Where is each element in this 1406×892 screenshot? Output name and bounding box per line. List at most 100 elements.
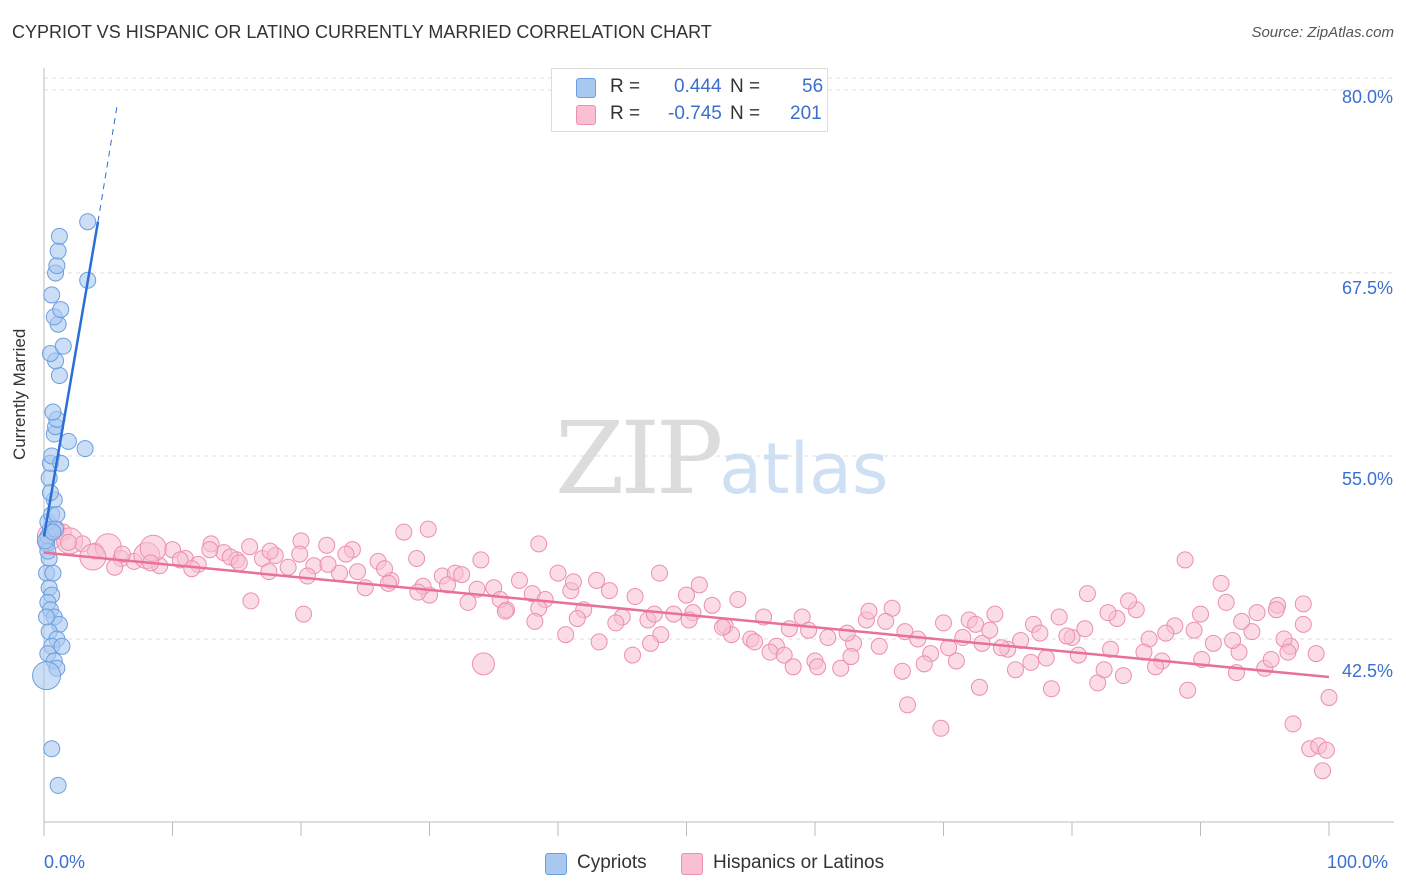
hispanic-point (241, 538, 259, 556)
stats-legend: R = 0.444 N = 56 R = -0.745 N = 201 (551, 68, 828, 132)
hispanic-point (419, 520, 437, 538)
hispanic-point (1012, 631, 1030, 649)
hispanic-point (568, 609, 586, 627)
cypriot-point (48, 506, 66, 524)
hispanic-point (510, 571, 528, 589)
hispanic-point (588, 571, 606, 589)
hispanic-point (395, 523, 413, 541)
hispanic-point (1262, 650, 1280, 668)
legend-n-label: N = (730, 103, 761, 124)
hispanic-point (800, 621, 818, 639)
cypriot-point (76, 440, 94, 458)
hispanic-point (607, 614, 625, 632)
cypriot-point (53, 637, 71, 655)
hispanic-point (842, 648, 860, 666)
chart-title: CYPRIOT VS HISPANIC OR LATINO CURRENTLY … (12, 22, 712, 42)
cypriot-point (50, 227, 68, 245)
hispanic-point (379, 574, 397, 592)
cypriot-point (52, 301, 70, 319)
hispanic-point (678, 586, 695, 604)
hispanic-point (471, 652, 495, 676)
cypriot-point (43, 740, 61, 758)
hispanic-point (713, 618, 731, 636)
hispanic-point (1058, 627, 1076, 645)
cypriot-point (38, 608, 56, 626)
hispanic-point (318, 536, 336, 554)
hispanic-point (600, 582, 618, 600)
cypriot-point (59, 432, 77, 450)
hispanic-point (59, 533, 77, 551)
hispanic-point (986, 605, 1004, 623)
bottom-legend-label-hispanics: Hispanics or Latinos (713, 852, 885, 873)
hispanic-point (935, 614, 952, 632)
hispanic-point (242, 592, 260, 610)
y-tick-label-42-5: 42.5% (1341, 661, 1393, 681)
hispanic-point (626, 588, 644, 606)
hispanic-point (1099, 604, 1117, 622)
hispanic-point (295, 605, 313, 623)
legend-n-label: N = (730, 76, 761, 97)
hispanic-point (230, 554, 248, 572)
y-tick-label-67-5: 67.5% (1341, 278, 1393, 298)
hispanic-point (1006, 661, 1024, 679)
hispanic-point (809, 658, 827, 676)
hispanic-point (893, 662, 911, 680)
hispanic-point (1179, 681, 1197, 699)
hispanic-point (1192, 605, 1209, 623)
hispanic-point (729, 590, 747, 608)
legend-swatch-cypriots (576, 78, 596, 98)
hispanic-point (337, 545, 355, 563)
hispanic-point (1204, 634, 1222, 652)
hispanic-point (408, 549, 426, 567)
hispanic-point (1224, 631, 1242, 649)
hispanic-point (832, 659, 850, 677)
hispanic-point (201, 541, 219, 559)
hispanic-point (819, 629, 837, 647)
cypriot-point (32, 661, 62, 691)
y-axis-label: Currently Married (10, 328, 29, 460)
watermark: ZIPatlas (555, 400, 888, 517)
cypriot-point (44, 403, 62, 421)
hispanic-point (376, 560, 394, 578)
hispanic-point (967, 615, 985, 633)
bottom-legend-label-cypriots: Cypriots (577, 852, 647, 873)
hispanic-point (564, 573, 582, 591)
hispanic-point (1102, 640, 1120, 658)
hispanic-point (1031, 624, 1049, 642)
legend-r-label: R = (610, 103, 641, 124)
hispanic-point (279, 558, 297, 576)
cypriot-trend-line (42, 221, 100, 537)
hispanic-point (453, 566, 471, 584)
cypriot-point (50, 366, 68, 384)
hispanic-point (1248, 604, 1266, 622)
hispanic-point (1069, 646, 1087, 664)
hispanic-point (860, 602, 878, 620)
hispanic-point (1294, 595, 1312, 613)
hispanic-point (1185, 621, 1203, 639)
legend-r-label: R = (610, 76, 641, 97)
hispanic-point (260, 563, 278, 581)
hispanic-point (496, 602, 514, 620)
watermark-atlas: atlas (719, 428, 889, 510)
legend-r-value: -0.745 (668, 103, 722, 124)
hispanic-point (624, 646, 642, 664)
cypriot-point (48, 257, 66, 275)
hispanic-point (645, 605, 663, 623)
hispanic-point (703, 596, 721, 614)
hispanic-point (1294, 615, 1312, 633)
hispanic-point (472, 551, 490, 569)
hispanic-point (1212, 574, 1230, 592)
source-label: Source: ZipAtlas.com (1251, 24, 1394, 41)
cypriot-point (54, 337, 72, 355)
hispanic-point (1314, 762, 1332, 780)
legend-n-value: 201 (790, 103, 822, 124)
hispanic-point (1114, 667, 1132, 685)
hispanic-point (1157, 624, 1175, 642)
cypriot-point (49, 242, 67, 260)
hispanic-point (947, 652, 965, 670)
hispanic-point (1037, 649, 1055, 667)
hispanic-point (1267, 601, 1285, 619)
hispanic-point (113, 545, 131, 563)
hispanic-point (291, 545, 309, 563)
hispanic-point (1307, 645, 1325, 663)
